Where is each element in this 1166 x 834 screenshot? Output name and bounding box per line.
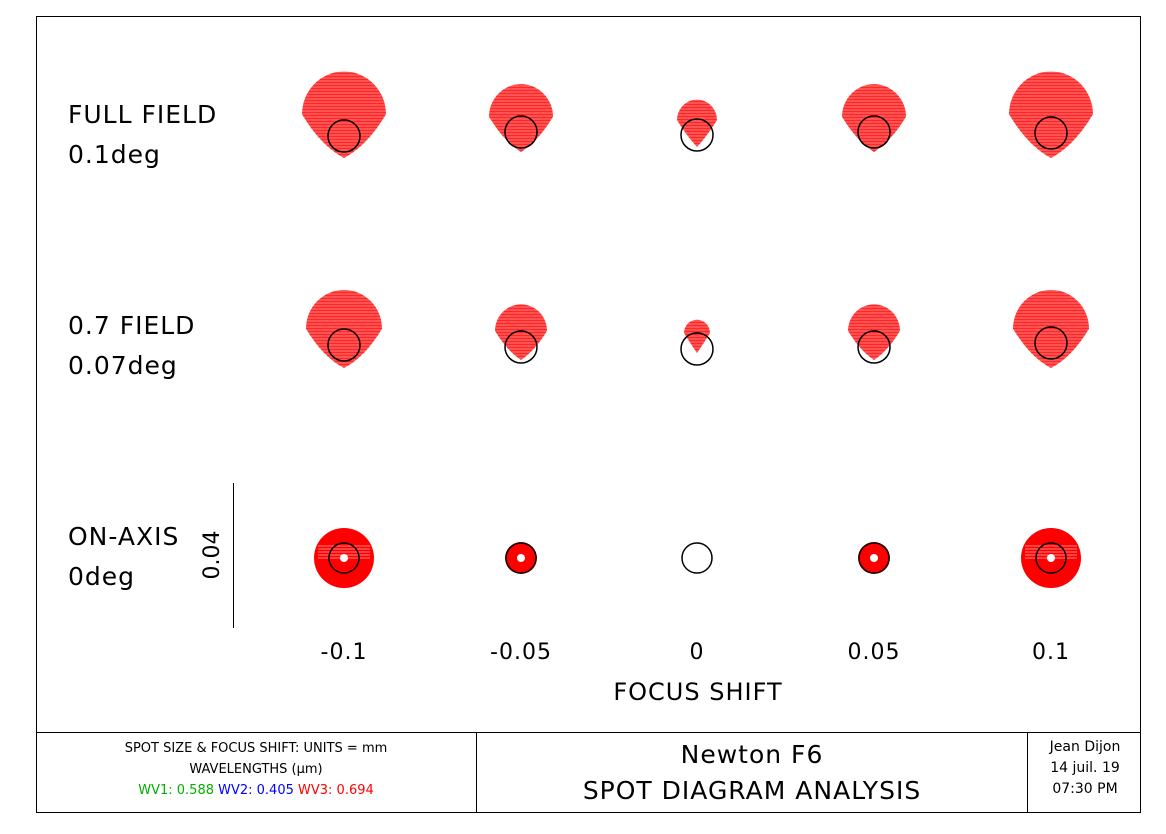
spot-center: [1047, 554, 1055, 562]
wavelength-1: WV1: 0.588: [138, 783, 214, 798]
airy-circle: [505, 542, 537, 574]
wavelength-2: WV2: 0.405: [218, 783, 294, 798]
wavelength-3: WV3: 0.694: [298, 783, 374, 798]
spot-center: [517, 554, 525, 562]
spot-center: [870, 554, 878, 562]
airy-circle: [504, 115, 538, 149]
system-name: Newton F6: [680, 740, 824, 769]
airy-circle: [1035, 542, 1067, 574]
title-block-divider-left: [476, 732, 477, 813]
spot-07-field: [495, 300, 547, 360]
focus-shift-label: 0.1: [1032, 640, 1070, 665]
airy-circle: [680, 118, 714, 152]
airy-circle: [681, 542, 713, 574]
spot-07-field: [684, 317, 710, 353]
field-angle: 0deg: [68, 562, 136, 591]
row-label-on-axis: ON-AXIS 0deg: [68, 517, 179, 597]
title-box: Newton F6 SPOT DIAGRAM ANALYSIS: [477, 737, 1027, 809]
airy-circle: [1034, 326, 1068, 360]
date: 14 juil. 19: [1050, 760, 1120, 776]
airy-circle: [327, 328, 361, 362]
title-block-divider: [36, 732, 1141, 733]
airy-circle: [504, 330, 538, 364]
scale-bar: [233, 483, 234, 628]
drawing-frame: [36, 16, 1141, 813]
units-box: SPOT SIZE & FOCUS SHIFT: UNITS = mm WAVE…: [36, 738, 476, 801]
wavelength-list: WV1: 0.588 WV2: 0.405 WV3: 0.694: [36, 780, 476, 801]
spot-center: [340, 554, 348, 562]
field-angle: 0.1deg: [68, 140, 161, 169]
title-block-divider-right: [1027, 732, 1028, 813]
axis-title: FOCUS SHIFT: [613, 678, 783, 706]
airy-circle: [680, 332, 714, 366]
airy-circle: [858, 542, 890, 574]
airy-circle: [857, 330, 891, 364]
airy-circle: [1034, 116, 1068, 150]
focus-shift-label: -0.1: [320, 640, 368, 665]
spot-full-field: [302, 65, 386, 158]
focus-shift-label: 0: [689, 640, 705, 665]
field-name: FULL FIELD: [68, 100, 218, 129]
row-label-07-field: 0.7 FIELD 0.07deg: [68, 306, 195, 386]
info-box: Jean Dijon 14 juil. 19 07:30 PM: [1028, 737, 1142, 800]
airy-circle: [328, 542, 360, 574]
field-name: ON-AXIS: [68, 522, 180, 551]
spot-full-field: [1009, 65, 1093, 158]
spot-07-field: [848, 300, 900, 360]
airy-circle: [857, 115, 891, 149]
field-name: 0.7 FIELD: [68, 311, 196, 340]
spot-07-field: [306, 284, 382, 368]
time: 07:30 PM: [1052, 781, 1118, 797]
focus-shift-label: -0.05: [490, 640, 552, 665]
airy-circle: [327, 119, 361, 153]
spot-full-field: [677, 96, 717, 147]
spot-07-field: [1013, 284, 1089, 368]
author: Jean Dijon: [1049, 739, 1121, 755]
wavelengths-heading: WAVELENGTHS (μm): [189, 762, 323, 777]
analysis-title: SPOT DIAGRAM ANALYSIS: [582, 776, 922, 805]
units-line: SPOT SIZE & FOCUS SHIFT: UNITS = mm: [124, 741, 388, 756]
row-label-full-field: FULL FIELD 0.1deg: [68, 95, 217, 175]
focus-shift-label: 0.05: [847, 640, 901, 665]
field-angle: 0.07deg: [68, 351, 178, 380]
